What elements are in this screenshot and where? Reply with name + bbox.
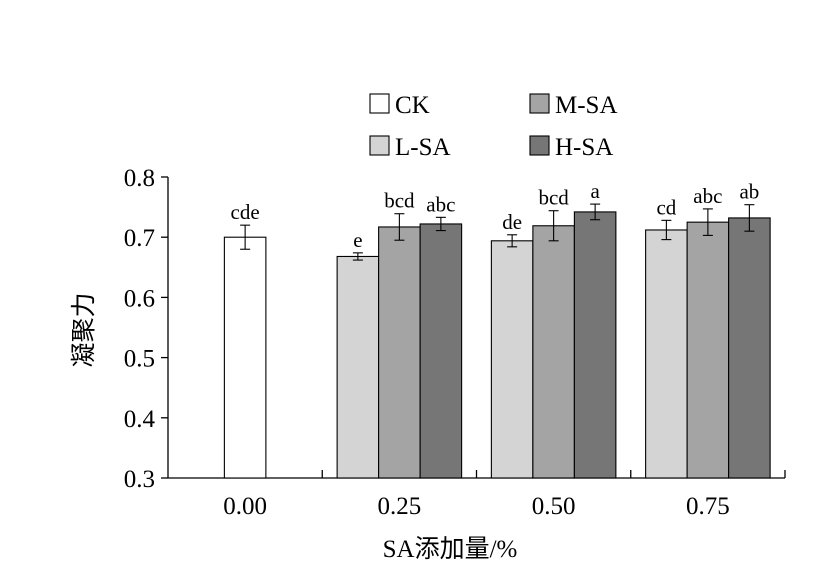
y-axis: 0.3 0.4 0.5 0.6 0.7 0.8: [124, 165, 169, 493]
bar-l-sa-0.25: [336, 255, 380, 479]
legend-swatch-ck: [369, 93, 390, 114]
significance-label: abc: [426, 192, 455, 216]
significance-label: abc: [693, 184, 722, 208]
legend-swatch-h-sa: [529, 135, 550, 156]
bar-m-sa-0.25: [378, 226, 421, 479]
y-tick-label: 0.5: [124, 346, 155, 373]
bar-h-sa-0.75: [728, 217, 771, 479]
significance-label: bcd: [538, 186, 569, 210]
x-tick-label: 0.00: [223, 493, 267, 520]
x-axis-title: SA添加量/%: [383, 535, 518, 563]
significance-label: e: [353, 228, 362, 252]
legend-label-l-sa: L-SA: [395, 134, 451, 161]
y-axis-title: 凝聚力: [70, 292, 98, 367]
significance-label: cd: [656, 195, 676, 219]
bar-m-sa-0.75: [686, 221, 730, 479]
bar-h-sa-0.25: [419, 223, 463, 479]
significance-label: bcd: [384, 189, 415, 213]
legend-label-ck: CK: [395, 92, 430, 119]
significance-label: cde: [231, 200, 260, 224]
legend-label-h-sa: H-SA: [555, 134, 613, 161]
y-tick-label: 0.8: [124, 165, 155, 192]
legend-label-m-sa: M-SA: [555, 92, 618, 119]
legend-swatch-m-sa: [529, 93, 550, 114]
y-tick-label: 0.7: [124, 225, 155, 252]
significance-label: de: [502, 210, 522, 234]
y-tick-label: 0.3: [124, 466, 155, 493]
bar-l-sa-0.75: [645, 229, 688, 479]
bar-l-sa-0.50: [490, 240, 534, 479]
bar-m-sa-0.50: [532, 225, 575, 479]
bar-h-sa-0.50: [573, 211, 617, 479]
significance-label: a: [590, 179, 600, 203]
bars: [223, 211, 771, 479]
x-axis: 0.00 0.25 0.50 0.75: [168, 470, 786, 520]
bar-ck-0.00: [223, 236, 267, 479]
error-bars: [240, 203, 755, 261]
y-tick-label: 0.6: [124, 285, 155, 312]
x-tick-label: 0.25: [378, 493, 422, 520]
significance-label: ab: [739, 180, 759, 204]
legend: CK L-SA M-SA H-SA: [369, 92, 618, 161]
legend-swatch-l-sa: [369, 135, 390, 156]
y-tick-label: 0.4: [124, 406, 156, 433]
x-tick-label: 0.50: [532, 493, 576, 520]
x-tick-label: 0.75: [686, 493, 730, 520]
